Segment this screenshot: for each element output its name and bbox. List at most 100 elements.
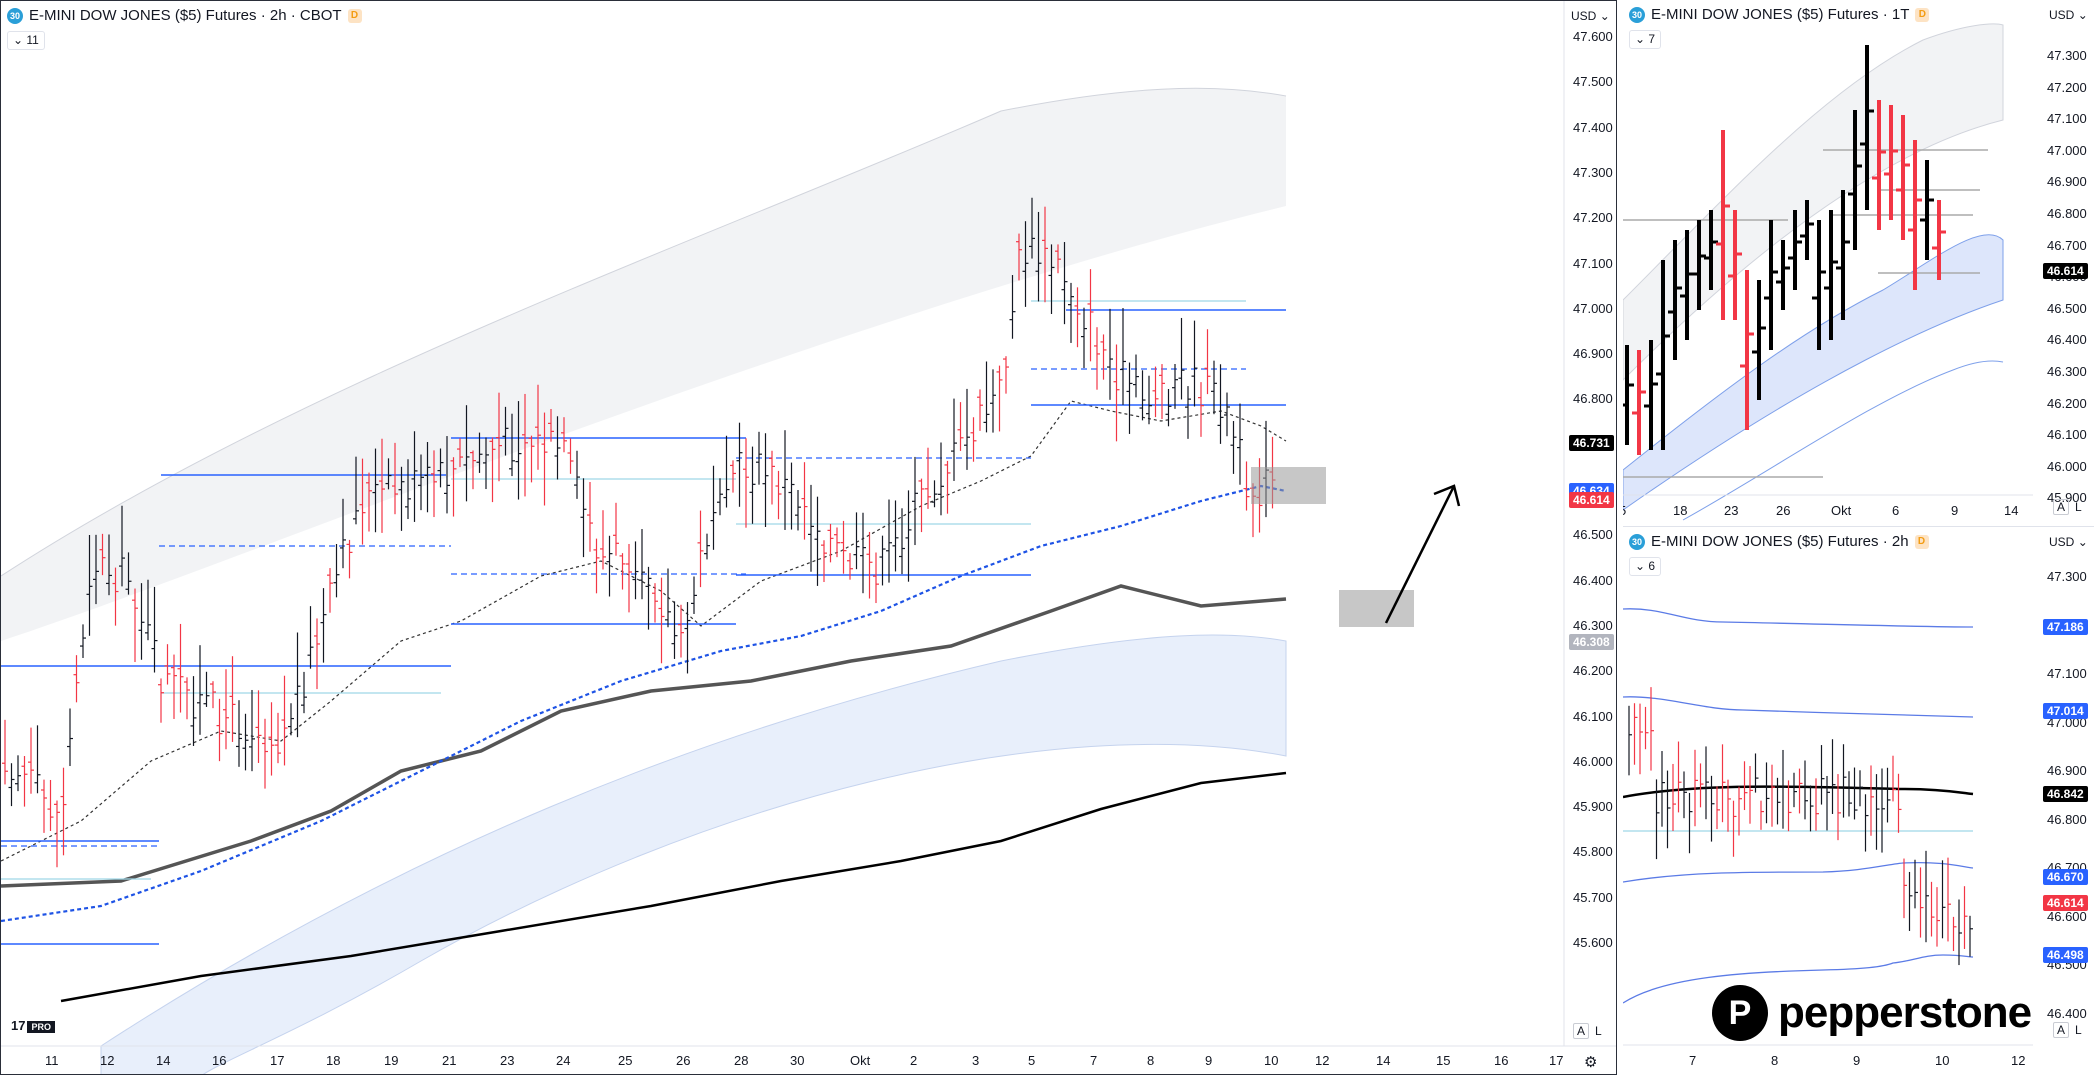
price-tick-label: 45.700 [1573, 889, 1613, 905]
hourly-chart-panel[interactable]: 30 E-MINI DOW JONES ($5) Futures · 2h D … [1623, 526, 2094, 1075]
indicator-collapse-button[interactable]: ⌄ 7 [1629, 30, 1662, 49]
main-chart-title[interactable]: E-MINI DOW JONES ($5) Futures · 2h · CBO… [29, 7, 342, 24]
currency-selector[interactable]: USD ⌄ [2049, 8, 2088, 22]
time-tick-label: 18 [1673, 503, 1688, 518]
lower-band-line [1623, 954, 1974, 1004]
daily-chart-header: 30 E-MINI DOW JONES ($5) Futures · 1T D [1629, 6, 1930, 23]
basis-line [1623, 785, 1974, 799]
pepperstone-logo: P pepperstone [1712, 985, 2032, 1041]
chevron-down-icon: ⌄ [2077, 535, 2088, 549]
main-chart-panel[interactable]: 30 E-MINI DOW JONES ($5) Futures · 2h · … [0, 0, 1617, 1075]
time-tick-label: 14 [156, 1053, 171, 1068]
blue-dotted-average-line [1, 484, 1287, 923]
auto-scale-toggle[interactable]: A [1573, 1023, 1590, 1039]
main-chart-header: 30 E-MINI DOW JONES ($5) Futures · 2h · … [7, 7, 362, 24]
time-tick-label: 9 [1951, 503, 1959, 518]
price-tick-label: 46.400 [2047, 1005, 2087, 1021]
chevron-down-icon: ⌄ [1599, 9, 1610, 23]
last-price-tag: 46.614 [1569, 492, 1614, 508]
price-tick-label: 47.000 [2047, 142, 2087, 158]
currency-selector[interactable]: USD ⌄ [1571, 9, 1610, 23]
time-tick-label: 12 [100, 1053, 115, 1068]
price-tick-label: 47.100 [1573, 255, 1613, 271]
dividend-badge[interactable]: D [1914, 534, 1929, 549]
time-tick-label: 10 [1264, 1053, 1279, 1068]
time-tick-label: 17 [1549, 1053, 1564, 1068]
time-tick-label: 26 [676, 1053, 691, 1068]
hourly-chart-header: 30 E-MINI DOW JONES ($5) Futures · 2h D [1629, 533, 1929, 550]
upper-band-fill [1, 88, 1286, 641]
pepperstone-wordmark: pepperstone [1778, 988, 2032, 1037]
price-tick-label: 46.200 [1573, 663, 1613, 679]
time-tick-label: 25 [618, 1053, 633, 1068]
price-tick-label: 47.400 [1573, 119, 1613, 135]
price-tick-label: 46.800 [1573, 391, 1613, 407]
time-tick-label: 5 [1623, 503, 1626, 518]
time-tick-label: 19 [384, 1053, 399, 1068]
black-dashed-average-line [1, 400, 1287, 862]
indicator-collapse-button[interactable]: ⌄ 6 [1629, 557, 1662, 576]
price-tick-label: 47.500 [1573, 74, 1613, 90]
time-tick-label: 14 [2004, 503, 2019, 518]
chevron-down-icon: ⌄ [13, 33, 27, 47]
time-tick-label: 16 [1494, 1053, 1509, 1068]
last-price-tag: 46.670 [2043, 869, 2088, 885]
long-moving-average-line [60, 771, 1287, 1003]
log-scale-toggle[interactable]: L [2075, 1023, 2082, 1037]
price-tick-label: 46.000 [1573, 753, 1613, 769]
panel-divider[interactable] [1617, 0, 1623, 1075]
target-zone-box [1339, 590, 1414, 627]
price-tick-label: 47.300 [2047, 48, 2087, 63]
time-tick-label: 12 [1315, 1053, 1330, 1068]
mid-moving-average-line [1, 584, 1287, 888]
time-tick-label: 2 [910, 1053, 918, 1068]
price-tick-label: 46.400 [2047, 332, 2087, 348]
dividend-badge[interactable]: D [347, 8, 362, 23]
chevron-down-icon: ⌄ [1635, 32, 1649, 46]
price-tick-label: 46.300 [1573, 617, 1613, 633]
auto-scale-toggle[interactable]: A [2053, 499, 2070, 515]
time-tick-label: 28 [734, 1053, 749, 1068]
time-tick-label: 3 [972, 1053, 980, 1068]
price-tick-label: 46.900 [1573, 346, 1613, 362]
daily-chart-panel[interactable]: 30 E-MINI DOW JONES ($5) Futures · 1T D … [1623, 0, 2094, 522]
price-tick-label: 47.200 [1573, 210, 1613, 226]
price-tick-label: 47.300 [2047, 569, 2087, 584]
log-scale-toggle[interactable]: L [2075, 500, 2082, 514]
daily-price-plot[interactable] [1623, 0, 2094, 522]
log-scale-toggle[interactable]: L [1595, 1024, 1602, 1038]
hourly-price-plot[interactable] [1623, 527, 2094, 1075]
time-tick-label: 24 [556, 1053, 571, 1068]
price-tick-label: 46.000 [2047, 458, 2087, 474]
upper-band-fill [1623, 23, 2004, 381]
arrow-head-icon [1433, 484, 1461, 507]
daily-chart-title[interactable]: E-MINI DOW JONES ($5) Futures · 1T [1651, 6, 1910, 23]
hourly-chart-title[interactable]: E-MINI DOW JONES ($5) Futures · 2h [1651, 533, 1909, 550]
price-tick-label: 46.800 [2047, 811, 2087, 827]
lower-band-line [1682, 360, 2004, 521]
price-tick-label: 45.800 [1573, 844, 1613, 860]
lower-mid-band-line [1623, 861, 1974, 883]
dividend-badge[interactable]: D [1915, 7, 1930, 22]
tradingview-logo[interactable]: 17 PRO [11, 1018, 55, 1033]
price-tick-label: 45.600 [1573, 935, 1613, 950]
price-tick-label: 46.700 [2047, 237, 2087, 253]
time-tick-label: 17 [270, 1053, 285, 1068]
price-zone-box [1251, 467, 1326, 504]
time-tick-label: 18 [326, 1053, 341, 1068]
currency-selector[interactable]: USD ⌄ [2049, 535, 2088, 549]
main-price-plot[interactable] [1, 1, 1617, 1075]
price-tick-label: 46.900 [2047, 174, 2087, 190]
indicator-collapse-button[interactable]: ⌄ 11 [7, 31, 45, 50]
last-price-tag: 46.731 [1569, 435, 1614, 451]
time-tick-label: 30 [790, 1053, 805, 1068]
last-price-tag: 47.186 [2043, 619, 2088, 635]
auto-scale-toggle[interactable]: A [2053, 1022, 2070, 1038]
pepperstone-mark-icon: P [1712, 985, 1768, 1041]
symbol-logo-icon: 30 [1629, 533, 1645, 550]
price-tick-label: 47.600 [1573, 29, 1613, 44]
gear-icon[interactable]: ⚙ [1584, 1054, 1598, 1071]
